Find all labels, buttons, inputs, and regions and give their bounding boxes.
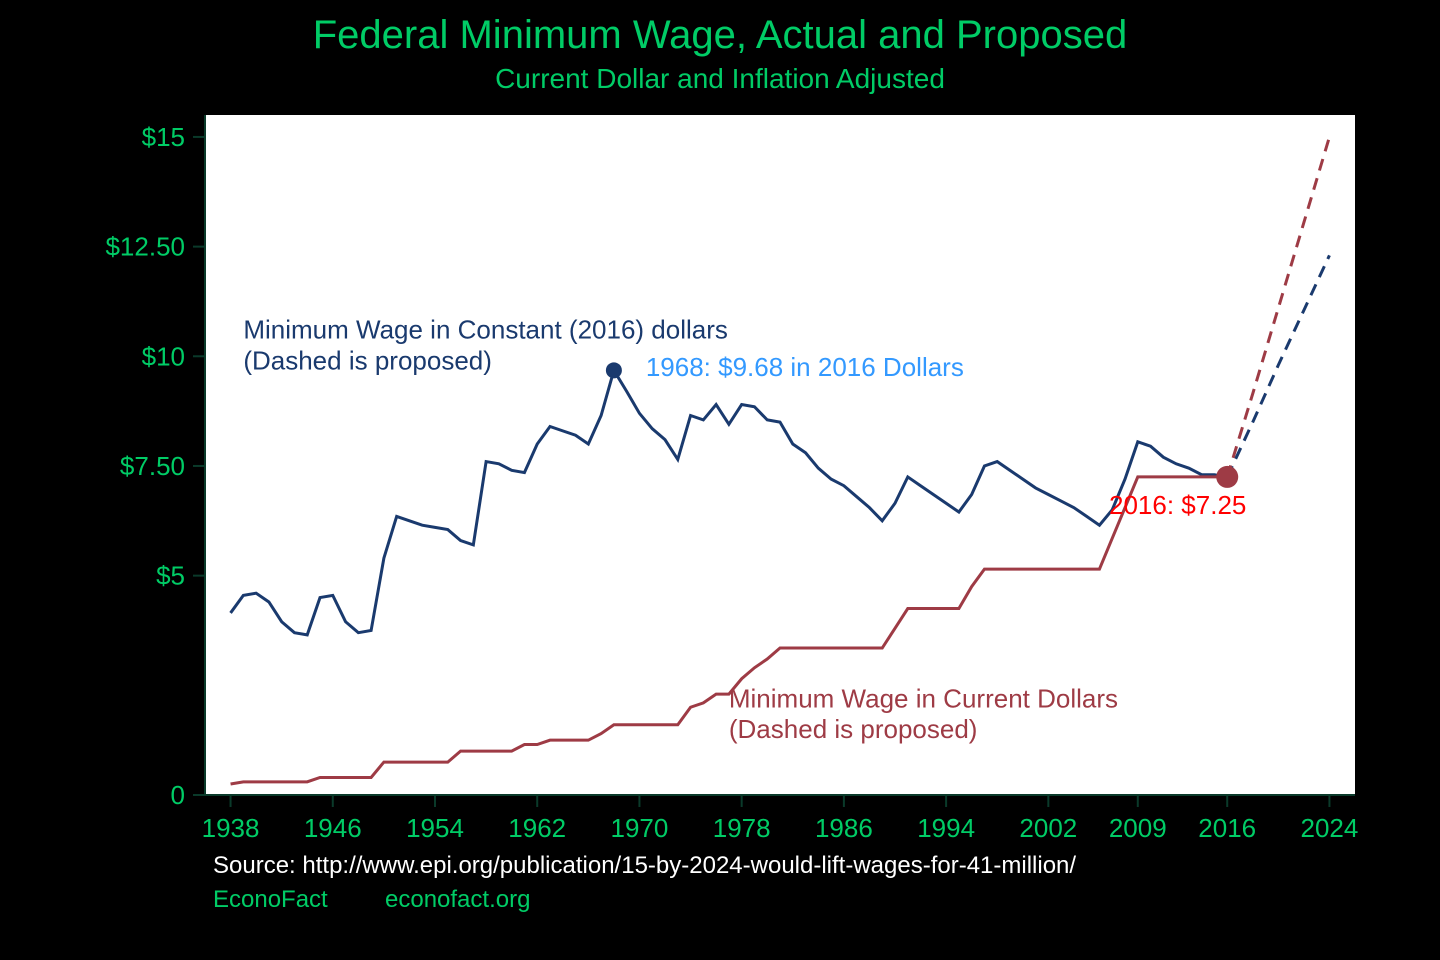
y-tick-label: $12.50 bbox=[105, 232, 185, 262]
x-tick-label: 2016 bbox=[1198, 813, 1256, 843]
y-axis: 0 $5 $7.50 $10 $12.50 $15 bbox=[105, 115, 205, 810]
callout-2016: 2016: $7.25 bbox=[1109, 490, 1246, 520]
callout-1968: 1968: $9.68 in 2016 Dollars bbox=[646, 352, 964, 382]
x-tick-label: 2009 bbox=[1109, 813, 1167, 843]
x-tick-label: 1970 bbox=[611, 813, 669, 843]
x-tick-label: 1986 bbox=[815, 813, 873, 843]
label-current-dollars-line2: (Dashed is proposed) bbox=[729, 714, 978, 744]
x-tick-label: 1994 bbox=[917, 813, 975, 843]
chart-title: Federal Minimum Wage, Actual and Propose… bbox=[313, 13, 1127, 57]
x-tick-label: 1938 bbox=[202, 813, 260, 843]
x-tick-label: 2002 bbox=[1019, 813, 1077, 843]
chart-subtitle: Current Dollar and Inflation Adjusted bbox=[495, 63, 945, 94]
y-tick-label: $10 bbox=[142, 341, 185, 371]
brand-name: EconoFact bbox=[213, 886, 328, 913]
x-axis: 1938 1946 1954 1962 1970 1978 1986 1994 2002 2009… bbox=[202, 795, 1359, 843]
chart-container: Federal Minimum Wage, Actual and Propose… bbox=[0, 0, 1440, 960]
source-citation: Source: http://www.epi.org/publication/1… bbox=[213, 852, 1076, 879]
y-tick-label: $7.50 bbox=[120, 451, 185, 481]
x-tick-label: 1962 bbox=[508, 813, 566, 843]
y-tick-label: 0 bbox=[171, 780, 185, 810]
label-current-dollars-line1: Minimum Wage in Current Dollars bbox=[729, 683, 1118, 713]
y-tick-label: $5 bbox=[156, 561, 185, 591]
chart-svg: Federal Minimum Wage, Actual and Propose… bbox=[0, 0, 1440, 960]
marker-1968 bbox=[606, 362, 622, 378]
marker-2016 bbox=[1216, 466, 1238, 488]
brand-site: econofact.org bbox=[385, 886, 530, 913]
y-tick-label: $15 bbox=[142, 122, 185, 152]
x-tick-label: 1954 bbox=[406, 813, 464, 843]
x-tick-label: 1978 bbox=[713, 813, 771, 843]
x-tick-label: 1946 bbox=[304, 813, 362, 843]
label-constant-dollars-line2: (Dashed is proposed) bbox=[243, 345, 492, 375]
label-constant-dollars-line1: Minimum Wage in Constant (2016) dollars bbox=[243, 315, 728, 345]
x-tick-label: 2024 bbox=[1301, 813, 1359, 843]
